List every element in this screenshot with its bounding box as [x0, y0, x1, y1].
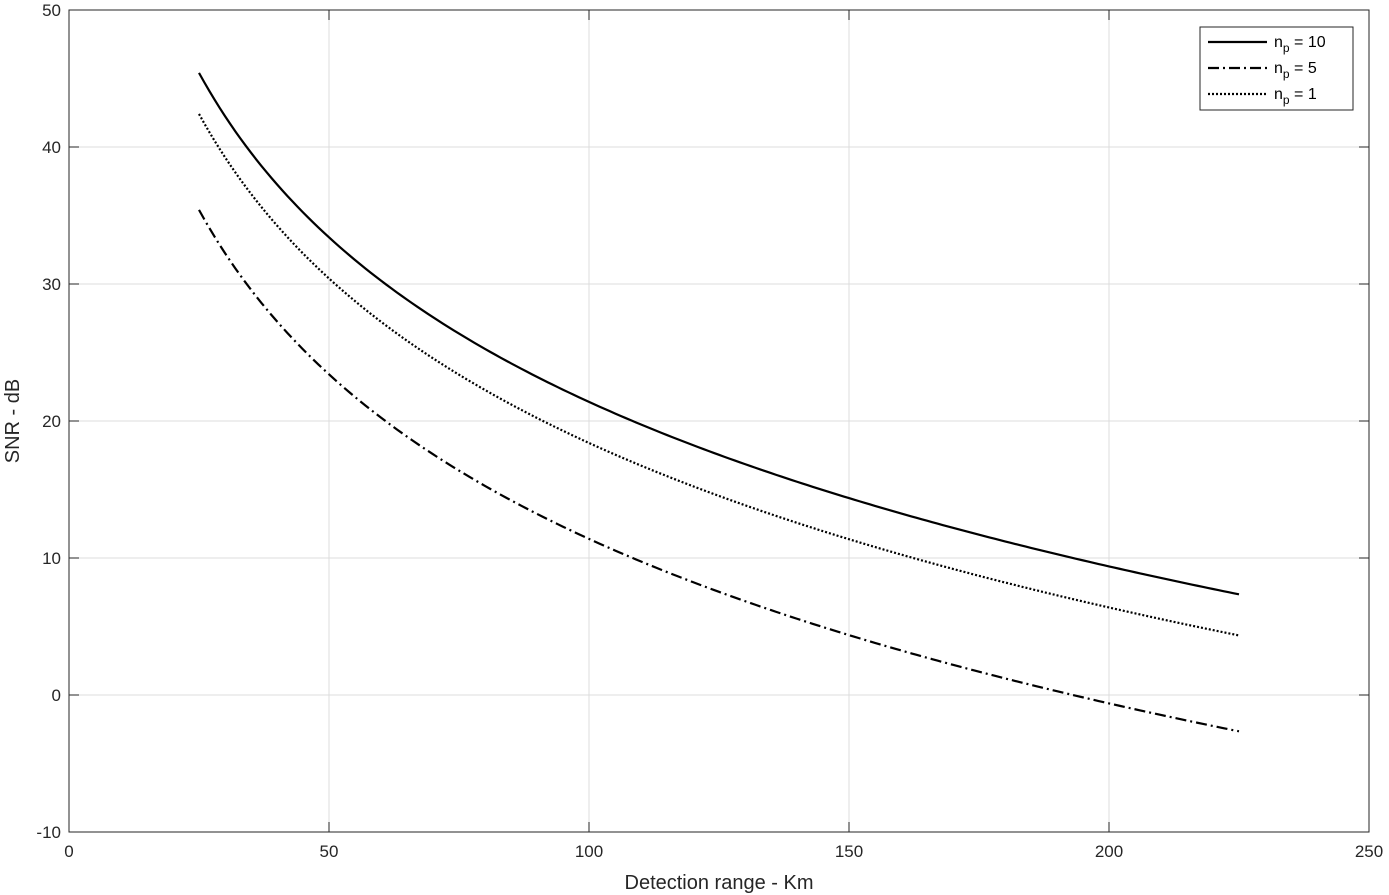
y-tick-label: 40 [42, 138, 61, 157]
x-tick-label: 50 [320, 842, 339, 861]
y-axis-label: SNR - dB [2, 379, 24, 463]
y-tick-label: 0 [52, 686, 61, 705]
y-tick-label: -10 [36, 823, 61, 842]
series-line-dashdot [198, 209, 1240, 733]
series-layer [198, 72, 1240, 733]
y-tick-label: 10 [42, 549, 61, 568]
legend-box [1199, 26, 1354, 111]
x-tick-label: 250 [1355, 842, 1383, 861]
x-tick-label: 150 [835, 842, 863, 861]
y-tick-label: 20 [42, 412, 61, 431]
x-tick-label: 0 [64, 842, 73, 861]
legend-entry-label: np = 10 [1274, 34, 1326, 55]
x-axis-label: Detection range - Km [625, 872, 814, 894]
series-line-dotted [198, 113, 1240, 637]
y-tick-label: 30 [42, 275, 61, 294]
grid-lines [68, 9, 1370, 833]
x-tick-label: 100 [575, 842, 603, 861]
legend-entry-label: np = 1 [1274, 86, 1317, 107]
legend: np = 10 np = 5 np = 1 [1199, 26, 1354, 111]
y-tick-label: 50 [42, 1, 61, 20]
x-tick-label: 200 [1095, 842, 1123, 861]
legend-entry-label: np = 5 [1274, 60, 1317, 81]
series-line-solid [198, 72, 1240, 596]
